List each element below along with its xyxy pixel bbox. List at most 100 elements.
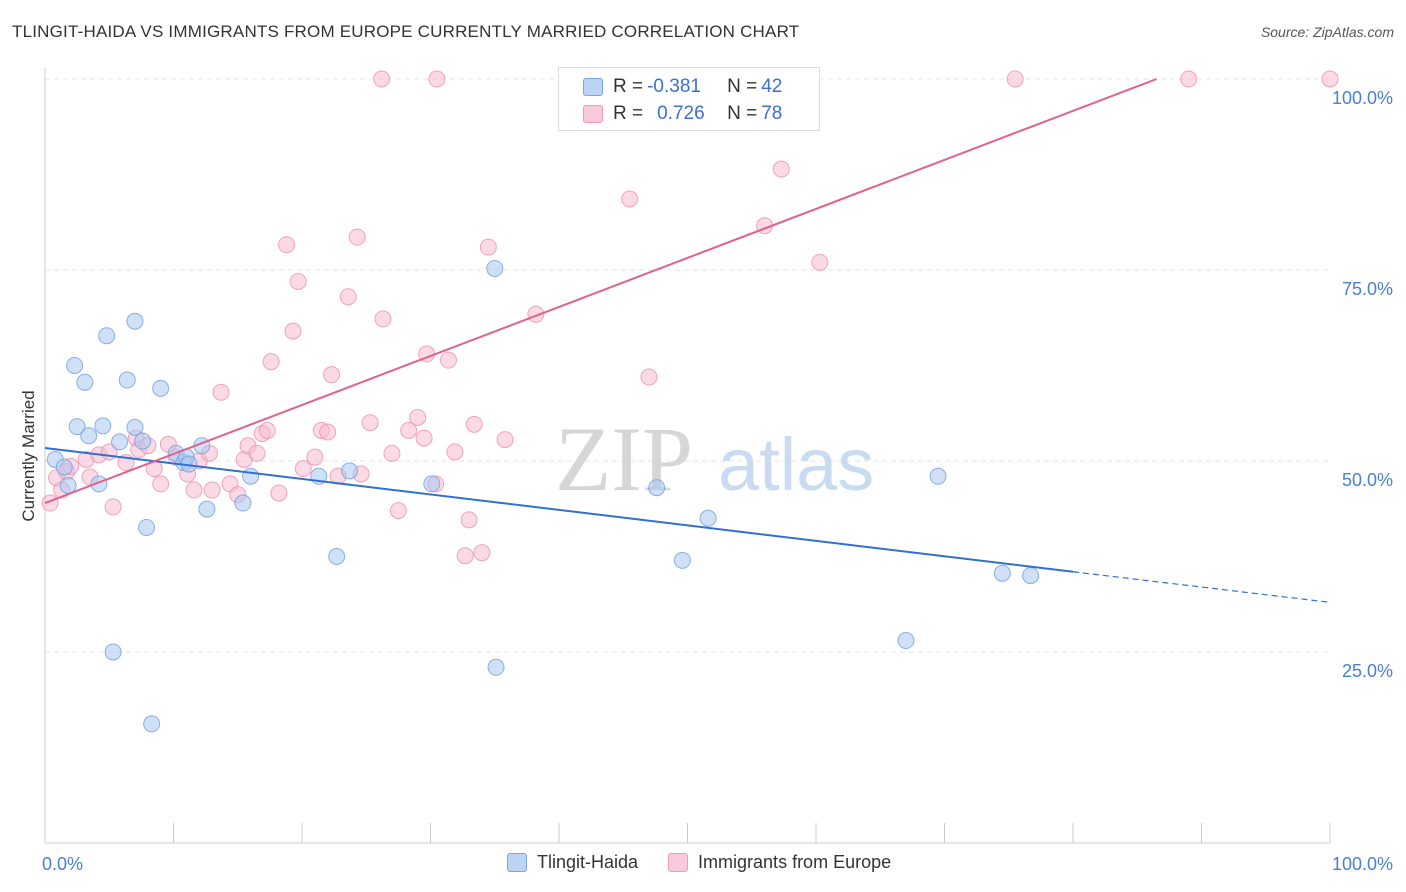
watermark-atlas: atlas [718,423,874,506]
immigrants-europe-point [278,236,296,254]
legend-n-label: N = [727,76,758,97]
y-tick-label: 50.0% [1342,470,1393,490]
watermark-zip: ZIP [555,408,693,510]
series-legend: Tlingit-Haida Immigrants from Europe [507,852,921,873]
immigrants-europe-point [465,415,483,433]
immigrants-europe-point [383,444,401,462]
immigrants-europe-point [373,70,391,88]
immigrants-europe-point [389,502,407,520]
tlingit-haida-point [111,433,129,451]
y-tick-label: 100.0% [1332,88,1393,108]
y-axis-label: Currently Married [19,390,38,521]
tlingit-haida-point [487,658,505,676]
immigrants-europe-point [319,423,337,441]
immigrants-europe-point [456,547,474,565]
tlingit-haida-point [68,418,86,436]
tlingit-haida-point [104,643,122,661]
immigrants-europe-point [262,353,280,371]
correlation-legend: R = -0.381 N = 42 R = 0.726 N = 78 [558,67,820,131]
tlingit-haida-point [80,427,98,445]
immigrants-europe-point [1321,70,1339,88]
tlingit-haida-point [152,379,170,397]
tlingit-haida-point [341,462,359,480]
legend-label: Tlingit-Haida [537,852,639,872]
immigrants-europe-point [203,481,221,499]
legend-item-immigrants-europe: Immigrants from Europe [668,852,891,873]
immigrants-europe-point [185,481,203,499]
tlingit-haida-point [929,467,947,485]
immigrants-europe-point [460,511,478,529]
legend-n-value: 42 [761,76,783,97]
legend-r-value: -0.381 [647,76,701,97]
immigrants-europe-point [104,498,122,516]
immigrants-europe-point [374,310,392,328]
legend-item-tlingit-haida: Tlingit-Haida [507,852,638,873]
tlingit-haida-point [423,475,441,493]
tlingit-haida-point [198,500,216,518]
tlingit-haida-point [1022,567,1040,585]
immigrants-europe-point [323,366,341,384]
tlingit-haida-point [897,632,915,650]
tlingit-haida-point [143,715,161,733]
immigrants-europe-point [258,421,276,439]
immigrants-europe-point [428,70,446,88]
tlingit-haida-point [234,494,252,512]
immigrants-europe-point [479,238,497,256]
legend-swatch-blue [507,853,527,872]
legend-n-value: 78 [761,103,783,124]
tlingit-haida-trendline [44,447,1074,573]
immigrants-europe-point [289,272,307,290]
immigrants-europe-point [439,351,457,369]
immigrants-europe-point [306,448,324,466]
immigrants-europe-point [41,494,59,512]
tlingit-haida-point [138,518,156,536]
x-tick-label: 100.0% [1332,854,1393,874]
legend-r-value: 0.726 [657,103,705,124]
x-tick-label: 0.0% [42,854,83,874]
immigrants-europe-point [772,160,790,178]
immigrants-europe-point [361,414,379,432]
immigrants-europe-point [212,383,230,401]
immigrants-europe-point [400,421,418,439]
tlingit-haida-trendline-extension [1072,571,1331,603]
tlingit-haida-point [126,418,144,436]
tlingit-haida-point [673,551,691,569]
legend-row-tlingit-haida: R = -0.381 N = 42 [583,76,782,98]
immigrants-europe-point [294,460,312,478]
source-credit: Source: ZipAtlas.com [1260,24,1394,40]
immigrants-europe-point [811,253,829,271]
immigrants-europe-point [409,408,427,426]
tlingit-haida-point [486,259,504,277]
immigrants-europe-point [496,431,514,449]
tlingit-haida-point [98,327,116,345]
legend-label: Immigrants from Europe [698,852,892,872]
immigrants-europe-point [1180,70,1198,88]
tlingit-haida-point [699,509,717,527]
immigrants-europe-point [1006,70,1024,88]
immigrants-europe-point [152,475,170,493]
tlingit-haida-point [66,357,84,374]
immigrants-europe-point [473,544,491,562]
tlingit-haida-point [134,432,152,450]
immigrants-europe-point [284,322,302,340]
immigrants-europe-trendline [44,78,1157,504]
tlingit-haida-point [242,467,260,485]
legend-swatch-blue [583,78,603,96]
tlingit-haida-point [118,371,136,389]
legend-r-label: R = [613,103,644,124]
legend-r-label: R = [613,76,644,97]
immigrants-europe-point [348,228,366,246]
tlingit-haida-point [94,417,112,435]
legend-row-immigrants-europe: R = 0.726 N = 78 [583,103,782,125]
tlingit-haida-point [648,479,666,497]
immigrants-europe-point [446,443,464,461]
immigrants-europe-point [339,288,357,306]
legend-swatch-pink [583,105,603,123]
y-tick-label: 25.0% [1342,661,1393,681]
legend-n-label: N = [727,103,758,124]
tlingit-haida-point [55,458,73,476]
tlingit-haida-point [328,548,346,565]
tlingit-haida-point [76,373,94,391]
immigrants-europe-point [415,429,433,447]
